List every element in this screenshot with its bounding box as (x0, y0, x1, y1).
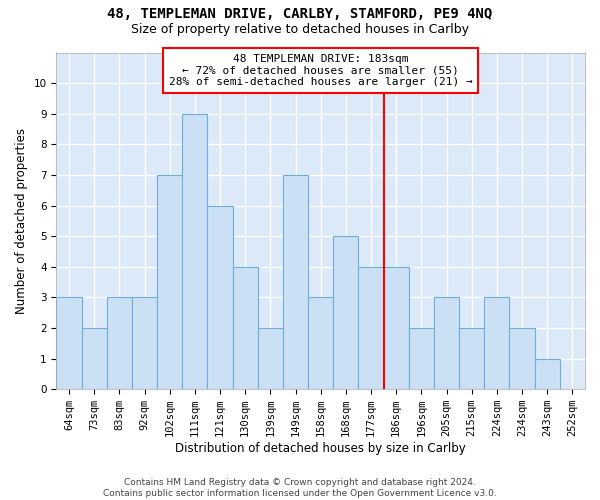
Bar (157, 175, 182, 389)
Bar (82, 328, 107, 389)
Bar (459, 328, 484, 389)
Bar (358, 267, 383, 389)
Bar (333, 236, 358, 389)
Bar (509, 328, 535, 389)
Y-axis label: Number of detached properties: Number of detached properties (15, 128, 28, 314)
Text: 48, TEMPLEMAN DRIVE, CARLBY, STAMFORD, PE9 4NQ: 48, TEMPLEMAN DRIVE, CARLBY, STAMFORD, P… (107, 8, 493, 22)
Bar (308, 298, 333, 389)
Bar (56, 298, 82, 389)
Bar (434, 298, 459, 389)
Bar (132, 298, 157, 389)
Bar (283, 175, 308, 389)
Bar (233, 267, 258, 389)
X-axis label: Distribution of detached houses by size in Carlby: Distribution of detached houses by size … (175, 442, 466, 455)
Bar (409, 328, 434, 389)
Text: Contains HM Land Registry data © Crown copyright and database right 2024.
Contai: Contains HM Land Registry data © Crown c… (103, 478, 497, 498)
Bar (383, 267, 409, 389)
Bar (208, 206, 233, 389)
Bar (258, 328, 283, 389)
Bar (535, 358, 560, 389)
Bar (182, 114, 208, 389)
Bar (107, 298, 132, 389)
Text: 48 TEMPLEMAN DRIVE: 183sqm
← 72% of detached houses are smaller (55)
28% of semi: 48 TEMPLEMAN DRIVE: 183sqm ← 72% of deta… (169, 54, 473, 87)
Text: Size of property relative to detached houses in Carlby: Size of property relative to detached ho… (131, 22, 469, 36)
Bar (484, 298, 509, 389)
